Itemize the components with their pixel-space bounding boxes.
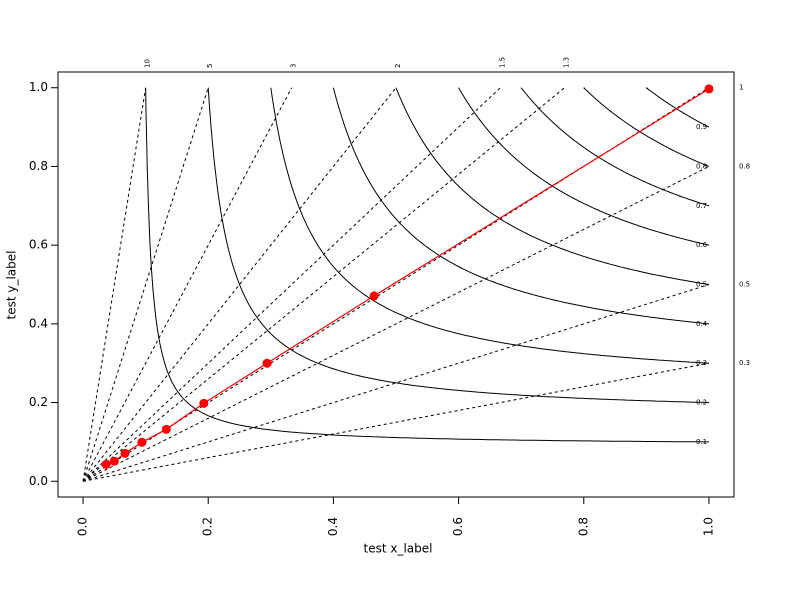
y-tick-label: 0.8 [29,159,48,173]
data-point [137,437,147,447]
data-point [369,291,379,301]
y-tick-label: 1.0 [29,80,48,94]
level-curve [583,87,710,167]
level-label: 0.1 [696,438,707,446]
y-axis-label: test y_label [5,251,19,320]
data-line [105,88,710,465]
plot-frame [57,71,735,498]
y-tick-label: 0.2 [29,395,48,409]
ratio-label: 2 [394,64,402,68]
level-label: 0.6 [696,241,708,249]
data-point [161,424,171,434]
y-tick-label: 0.6 [29,238,48,252]
data-point [262,358,272,368]
level-curve [395,87,710,285]
level-label: 0.5 [696,281,707,289]
data-point [109,456,119,466]
x-axis-label: test x_label [364,542,433,556]
level-label: 0.3 [696,359,707,367]
level-curve [270,87,710,364]
level-curve [458,87,710,246]
data-point [199,398,209,408]
level-label: 0.7 [696,202,707,210]
ratio-label: 0.3 [739,359,750,367]
x-tick-label: 0.4 [326,517,340,536]
ratio-label: 0.5 [739,281,750,289]
ratio-label: 5 [206,64,214,68]
ratio-line [82,362,710,482]
ratio-line [82,87,293,482]
ratio-label: 0.8 [739,162,750,170]
ratio-label: 1 [739,84,743,92]
level-curve [332,87,710,325]
level-label: 0.8 [696,162,707,170]
ratio-label: 10 [144,59,152,68]
y-tick-label: 0.4 [29,316,48,330]
level-curve [207,87,710,404]
ratio-label: 1.3 [563,57,571,68]
level-curve [520,87,710,207]
level-label: 0.9 [696,123,707,131]
ratio-line [82,87,147,482]
y-tick-label: 0.0 [29,474,48,488]
ratio-line [82,284,710,482]
x-tick-label: 0.8 [576,517,590,536]
x-tick-label: 1.0 [701,517,715,536]
data-point [120,448,130,458]
x-tick-label: 0.6 [451,517,465,536]
ratio-line [82,87,209,482]
ratio-label: 1.5 [498,57,506,68]
data-point [704,84,714,94]
level-curve [145,87,709,443]
ratio-line [82,165,710,482]
ratio-label: 3 [290,64,298,68]
level-curve [645,87,710,128]
x-tick-label: 0.2 [201,517,215,536]
level-label: 0.2 [696,399,707,407]
data-point [101,459,111,469]
ratio-line [82,87,565,482]
level-label: 0.4 [696,320,708,328]
x-tick-label: 0.0 [76,517,90,536]
